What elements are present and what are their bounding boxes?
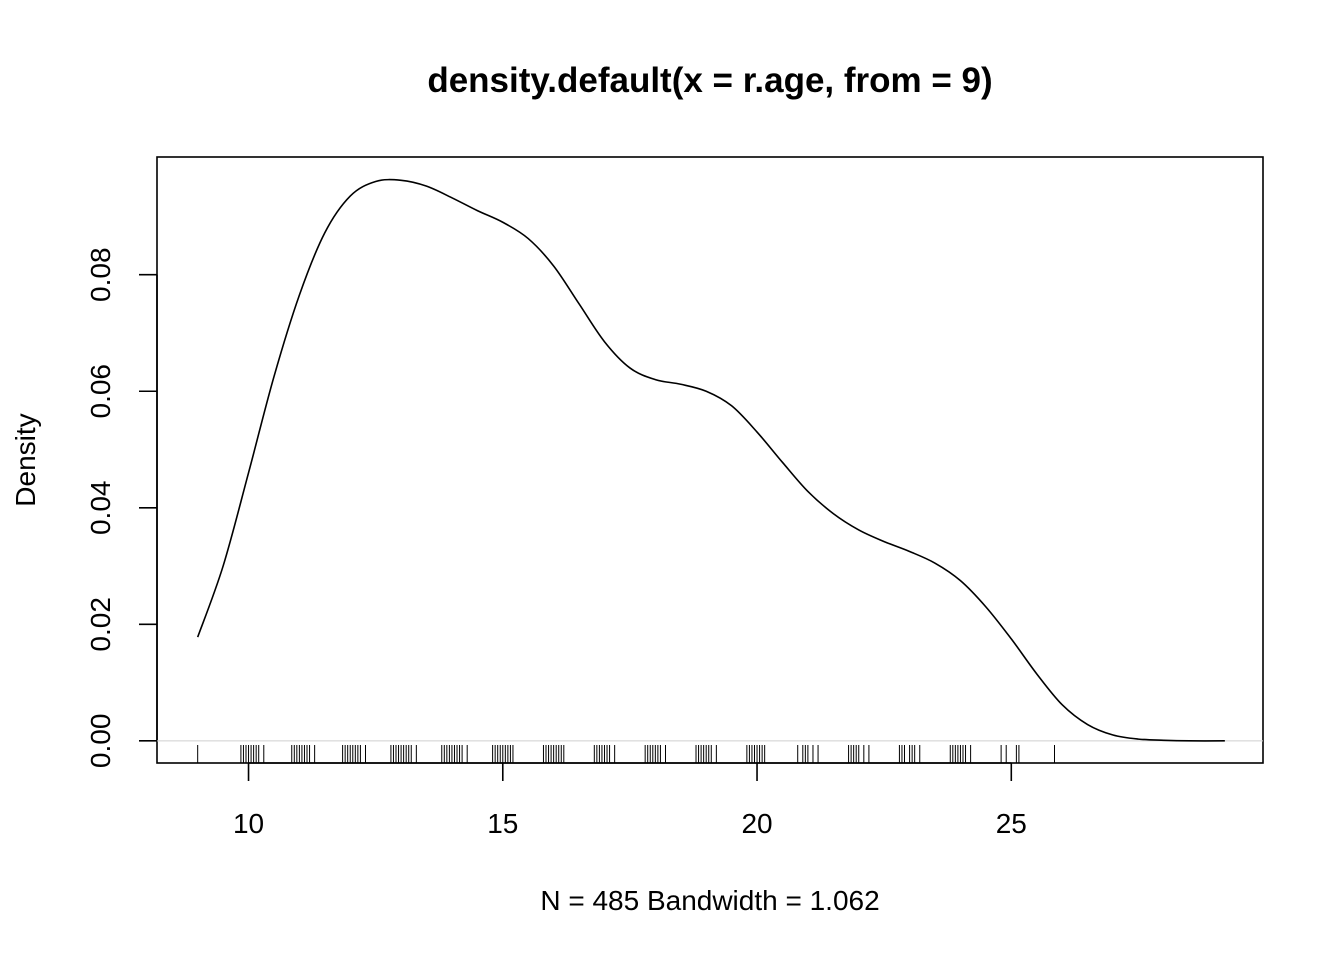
x-tick-label: 10 — [233, 808, 264, 839]
density-curve — [196, 178, 1225, 742]
x-axis-label: N = 485 Bandwidth = 1.062 — [540, 885, 879, 916]
chart-title: density.default(x = r.age, from = 9) — [427, 61, 992, 100]
x-tick-label: 20 — [741, 808, 772, 839]
y-tick-label: 0.04 — [85, 481, 116, 536]
plot-frame — [156, 156, 1264, 764]
x-tick-label: 25 — [996, 808, 1027, 839]
y-tick-label: 0.00 — [85, 714, 116, 769]
x-axis: 10 15 20 25 — [233, 762, 1027, 839]
x-tick-label: 15 — [487, 808, 518, 839]
y-tick-label: 0.06 — [85, 364, 116, 419]
y-axis: 0.00 0.02 0.04 0.06 0.08 — [85, 247, 158, 769]
series-group — [196, 178, 1225, 742]
y-tick-label: 0.08 — [85, 247, 116, 302]
y-axis-label: Density — [10, 413, 41, 506]
rug-marks — [197, 745, 1056, 763]
y-tick-label: 0.02 — [85, 597, 116, 652]
